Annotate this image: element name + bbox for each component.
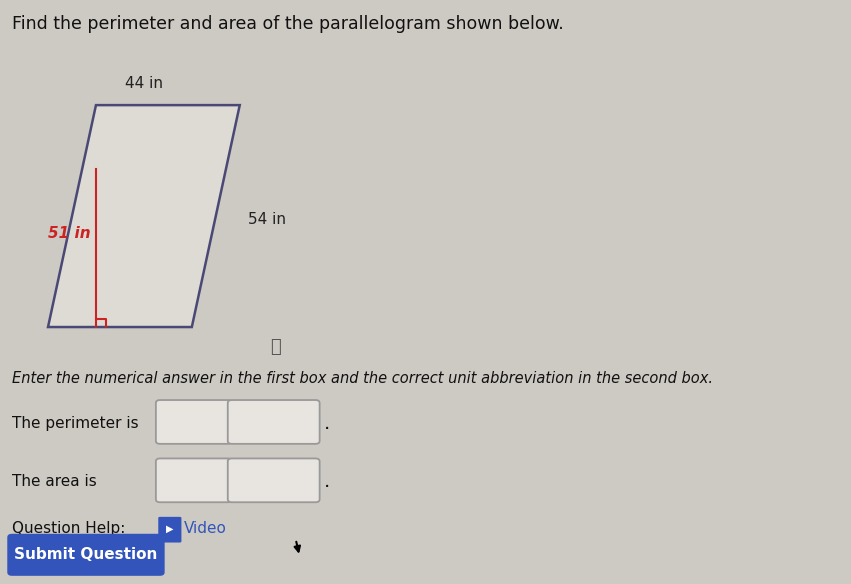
Text: Submit Question: Submit Question: [14, 547, 157, 562]
Text: Video: Video: [184, 521, 226, 536]
Text: 54 in: 54 in: [248, 211, 286, 227]
FancyBboxPatch shape: [156, 458, 231, 502]
FancyBboxPatch shape: [8, 534, 164, 576]
Text: .: .: [323, 472, 330, 491]
FancyBboxPatch shape: [228, 400, 320, 444]
FancyBboxPatch shape: [228, 458, 320, 502]
Text: Question Help:: Question Help:: [12, 521, 125, 536]
Text: The area is: The area is: [12, 474, 97, 489]
FancyBboxPatch shape: [158, 517, 181, 543]
Text: 44 in: 44 in: [125, 75, 163, 91]
Text: .: .: [323, 414, 330, 433]
Text: The perimeter is: The perimeter is: [12, 416, 139, 431]
Text: ⌕: ⌕: [271, 339, 281, 356]
FancyBboxPatch shape: [156, 400, 231, 444]
Text: ▶: ▶: [166, 523, 174, 534]
Text: Find the perimeter and area of the parallelogram shown below.: Find the perimeter and area of the paral…: [12, 15, 564, 33]
Text: 51 in: 51 in: [49, 226, 91, 241]
Text: Enter the numerical answer in the first box and the correct unit abbreviation in: Enter the numerical answer in the first …: [12, 371, 713, 386]
Polygon shape: [48, 105, 240, 327]
